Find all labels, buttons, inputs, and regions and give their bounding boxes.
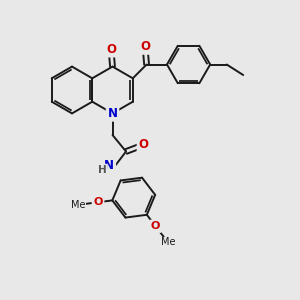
Text: Me: Me — [160, 237, 175, 247]
Text: N: N — [104, 159, 114, 172]
Text: O: O — [138, 138, 148, 152]
Text: N: N — [107, 107, 118, 120]
Text: O: O — [140, 40, 150, 53]
Text: O: O — [93, 197, 103, 207]
Text: O: O — [106, 43, 116, 56]
Text: Me: Me — [71, 200, 86, 210]
Text: O: O — [151, 221, 160, 231]
Text: H: H — [98, 165, 106, 175]
